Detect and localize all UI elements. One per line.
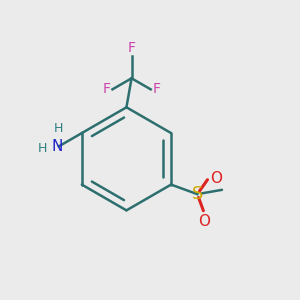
- Text: H: H: [38, 142, 47, 155]
- Text: N: N: [52, 139, 63, 154]
- Text: F: F: [152, 82, 160, 96]
- Text: O: O: [210, 171, 222, 186]
- Text: F: F: [103, 82, 111, 96]
- Text: O: O: [198, 214, 210, 229]
- Text: F: F: [128, 41, 136, 55]
- Text: H: H: [54, 122, 64, 135]
- Text: S: S: [192, 185, 203, 203]
